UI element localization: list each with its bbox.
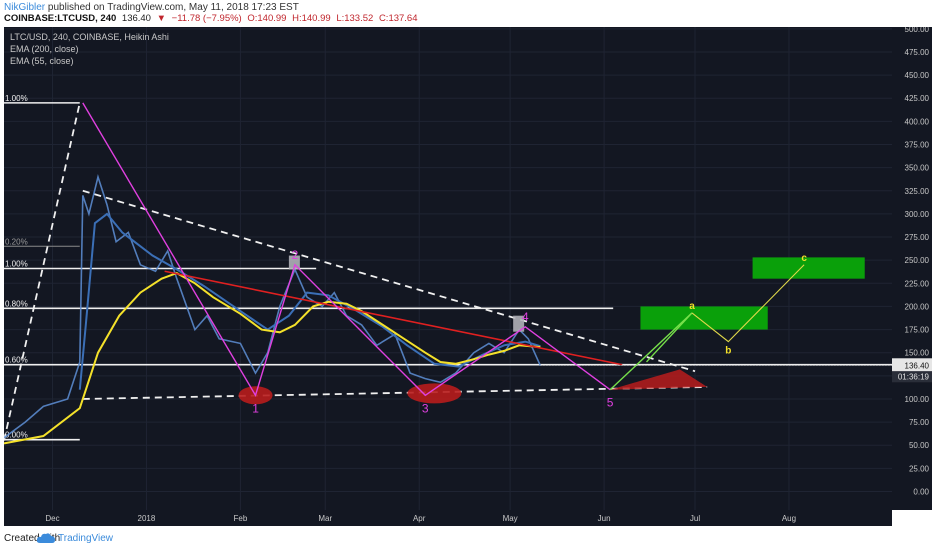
time-tick-label: May [503, 514, 518, 523]
fib-level-label: 0.80% [5, 299, 28, 308]
lower-trendline [82, 386, 708, 400]
target-zone [752, 257, 865, 279]
low-value: L:133.52 [336, 13, 374, 24]
upper-trendline [82, 189, 696, 373]
price-tick-label: 350.00 [905, 164, 930, 173]
abc-path [691, 264, 805, 343]
time-tick-label: Jun [598, 514, 611, 523]
abc-label: b [725, 346, 731, 357]
time-tick-label: Mar [318, 514, 332, 523]
created-with-label: Created with [4, 533, 61, 544]
price-tick-label: 100.00 [905, 395, 930, 404]
tradingview-link[interactable]: TradingView [58, 533, 114, 544]
close-value: C:137.64 [378, 13, 418, 24]
fib-level-label: 0.60% [5, 356, 28, 365]
price-tick-label: 225.00 [905, 279, 930, 288]
symbol-line: COINBASE:LTCUSD, 240 136.40 ▼ −11.78 (−7… [4, 13, 421, 24]
projection-path-2 [645, 312, 693, 363]
price-tick-label: 200.00 [905, 302, 930, 311]
author-link[interactable]: NikGibler [4, 2, 46, 13]
fib-level-label: 1.00% [5, 94, 28, 103]
tradingview-cloud-icon [36, 533, 55, 543]
price-change: −11.78 (−7.95%) [171, 13, 242, 24]
wave2-marker [288, 255, 300, 270]
ema55-line [4, 272, 541, 445]
high-value: H:140.99 [292, 13, 331, 24]
chart-panel[interactable]: 1.00% 0.20% 1.00% 0.80% 0.60% 0.00% 1 2 3 4 5 a b c L… [4, 27, 892, 510]
price-tick-label: 50.00 [909, 441, 930, 450]
price-tick-label: 150.00 [905, 349, 930, 358]
price-tick-label: 425.00 [905, 94, 930, 103]
price-tick-label: 475.00 [905, 48, 930, 57]
time-scale[interactable]: Dec 2018 Feb Mar Apr May Jun Jul Aug [4, 510, 892, 526]
price-tick-label: 325.00 [905, 187, 930, 196]
target-zone [640, 306, 768, 330]
projection-path-1 [609, 312, 693, 391]
abc-label: a [689, 301, 695, 312]
price-tick-label: 400.00 [905, 117, 930, 126]
time-tick-label: Jul [690, 514, 700, 523]
wave-label: 1 [252, 401, 259, 415]
price-tick-label: 300.00 [905, 210, 930, 219]
price-scale[interactable]: 0.0025.0050.0075.00100.00125.00150.00175… [892, 27, 932, 510]
elliott-wave-path [82, 102, 611, 398]
time-tick-label: Dec [45, 514, 59, 523]
chart-canvas[interactable]: 1.00% 0.20% 1.00% 0.80% 0.60% 0.00% 1 2 3 4 5 a b c [4, 27, 892, 510]
countdown-box [892, 371, 932, 383]
countdown-label: 01:36:19 [898, 372, 930, 381]
price-series-line [4, 173, 542, 439]
legend-ema200[interactable]: EMA (200, close) [10, 44, 79, 54]
wave-label: 2 [292, 248, 299, 262]
last-price: 136.40 [121, 13, 151, 24]
price-tick-label: 375.00 [905, 141, 930, 150]
fib-level-label: 1.00% [5, 260, 28, 269]
time-tick-label: 2018 [138, 514, 156, 523]
wave-label: 4 [522, 310, 529, 324]
current-price-label: 136.40 [905, 361, 930, 370]
left-dashed-line [4, 102, 81, 441]
fib-level-label: 0.00% [5, 431, 28, 440]
wave-label: 3 [422, 401, 429, 415]
legend-title: LTC/USD, 240, COINBASE, Heikin Ashi [10, 32, 169, 42]
open-value: O:140.99 [247, 13, 287, 24]
apex-triangle [610, 369, 708, 390]
price-tick-label: 500.00 [905, 27, 930, 34]
time-tick-label: Aug [782, 514, 796, 523]
price-tick-label: 275.00 [905, 233, 930, 242]
abc-label: c [801, 253, 807, 264]
symbol-label: COINBASE:LTCUSD, 240 [4, 13, 117, 24]
price-tick-label: 75.00 [909, 418, 930, 427]
price-tick-label: 25.00 [909, 464, 930, 473]
fib-level-label: 0.20% [5, 237, 28, 246]
resistance-line [164, 270, 623, 366]
wave3-highlight [407, 383, 462, 404]
time-tick-label: Apr [413, 514, 426, 523]
chart-header: NikGibler published on TradingView.com, … [0, 0, 932, 26]
price-tick-label: 175.00 [905, 326, 930, 335]
wave4-marker [513, 315, 525, 332]
price-tick-label: 0.00 [913, 487, 929, 496]
current-price-box [892, 358, 932, 372]
publish-line: NikGibler published on TradingView.com, … [4, 2, 299, 13]
legend-ema55[interactable]: EMA (55, close) [10, 56, 74, 66]
wave-label: 5 [607, 396, 614, 410]
down-triangle-icon: ▼ [156, 13, 167, 24]
time-tick-label: Feb [233, 514, 247, 523]
price-tick-label: 450.00 [905, 71, 930, 80]
publish-info: published on TradingView.com, May 11, 20… [47, 2, 299, 13]
price-tick-label: 250.00 [905, 256, 930, 265]
footer: Created with TradingView [0, 526, 932, 550]
